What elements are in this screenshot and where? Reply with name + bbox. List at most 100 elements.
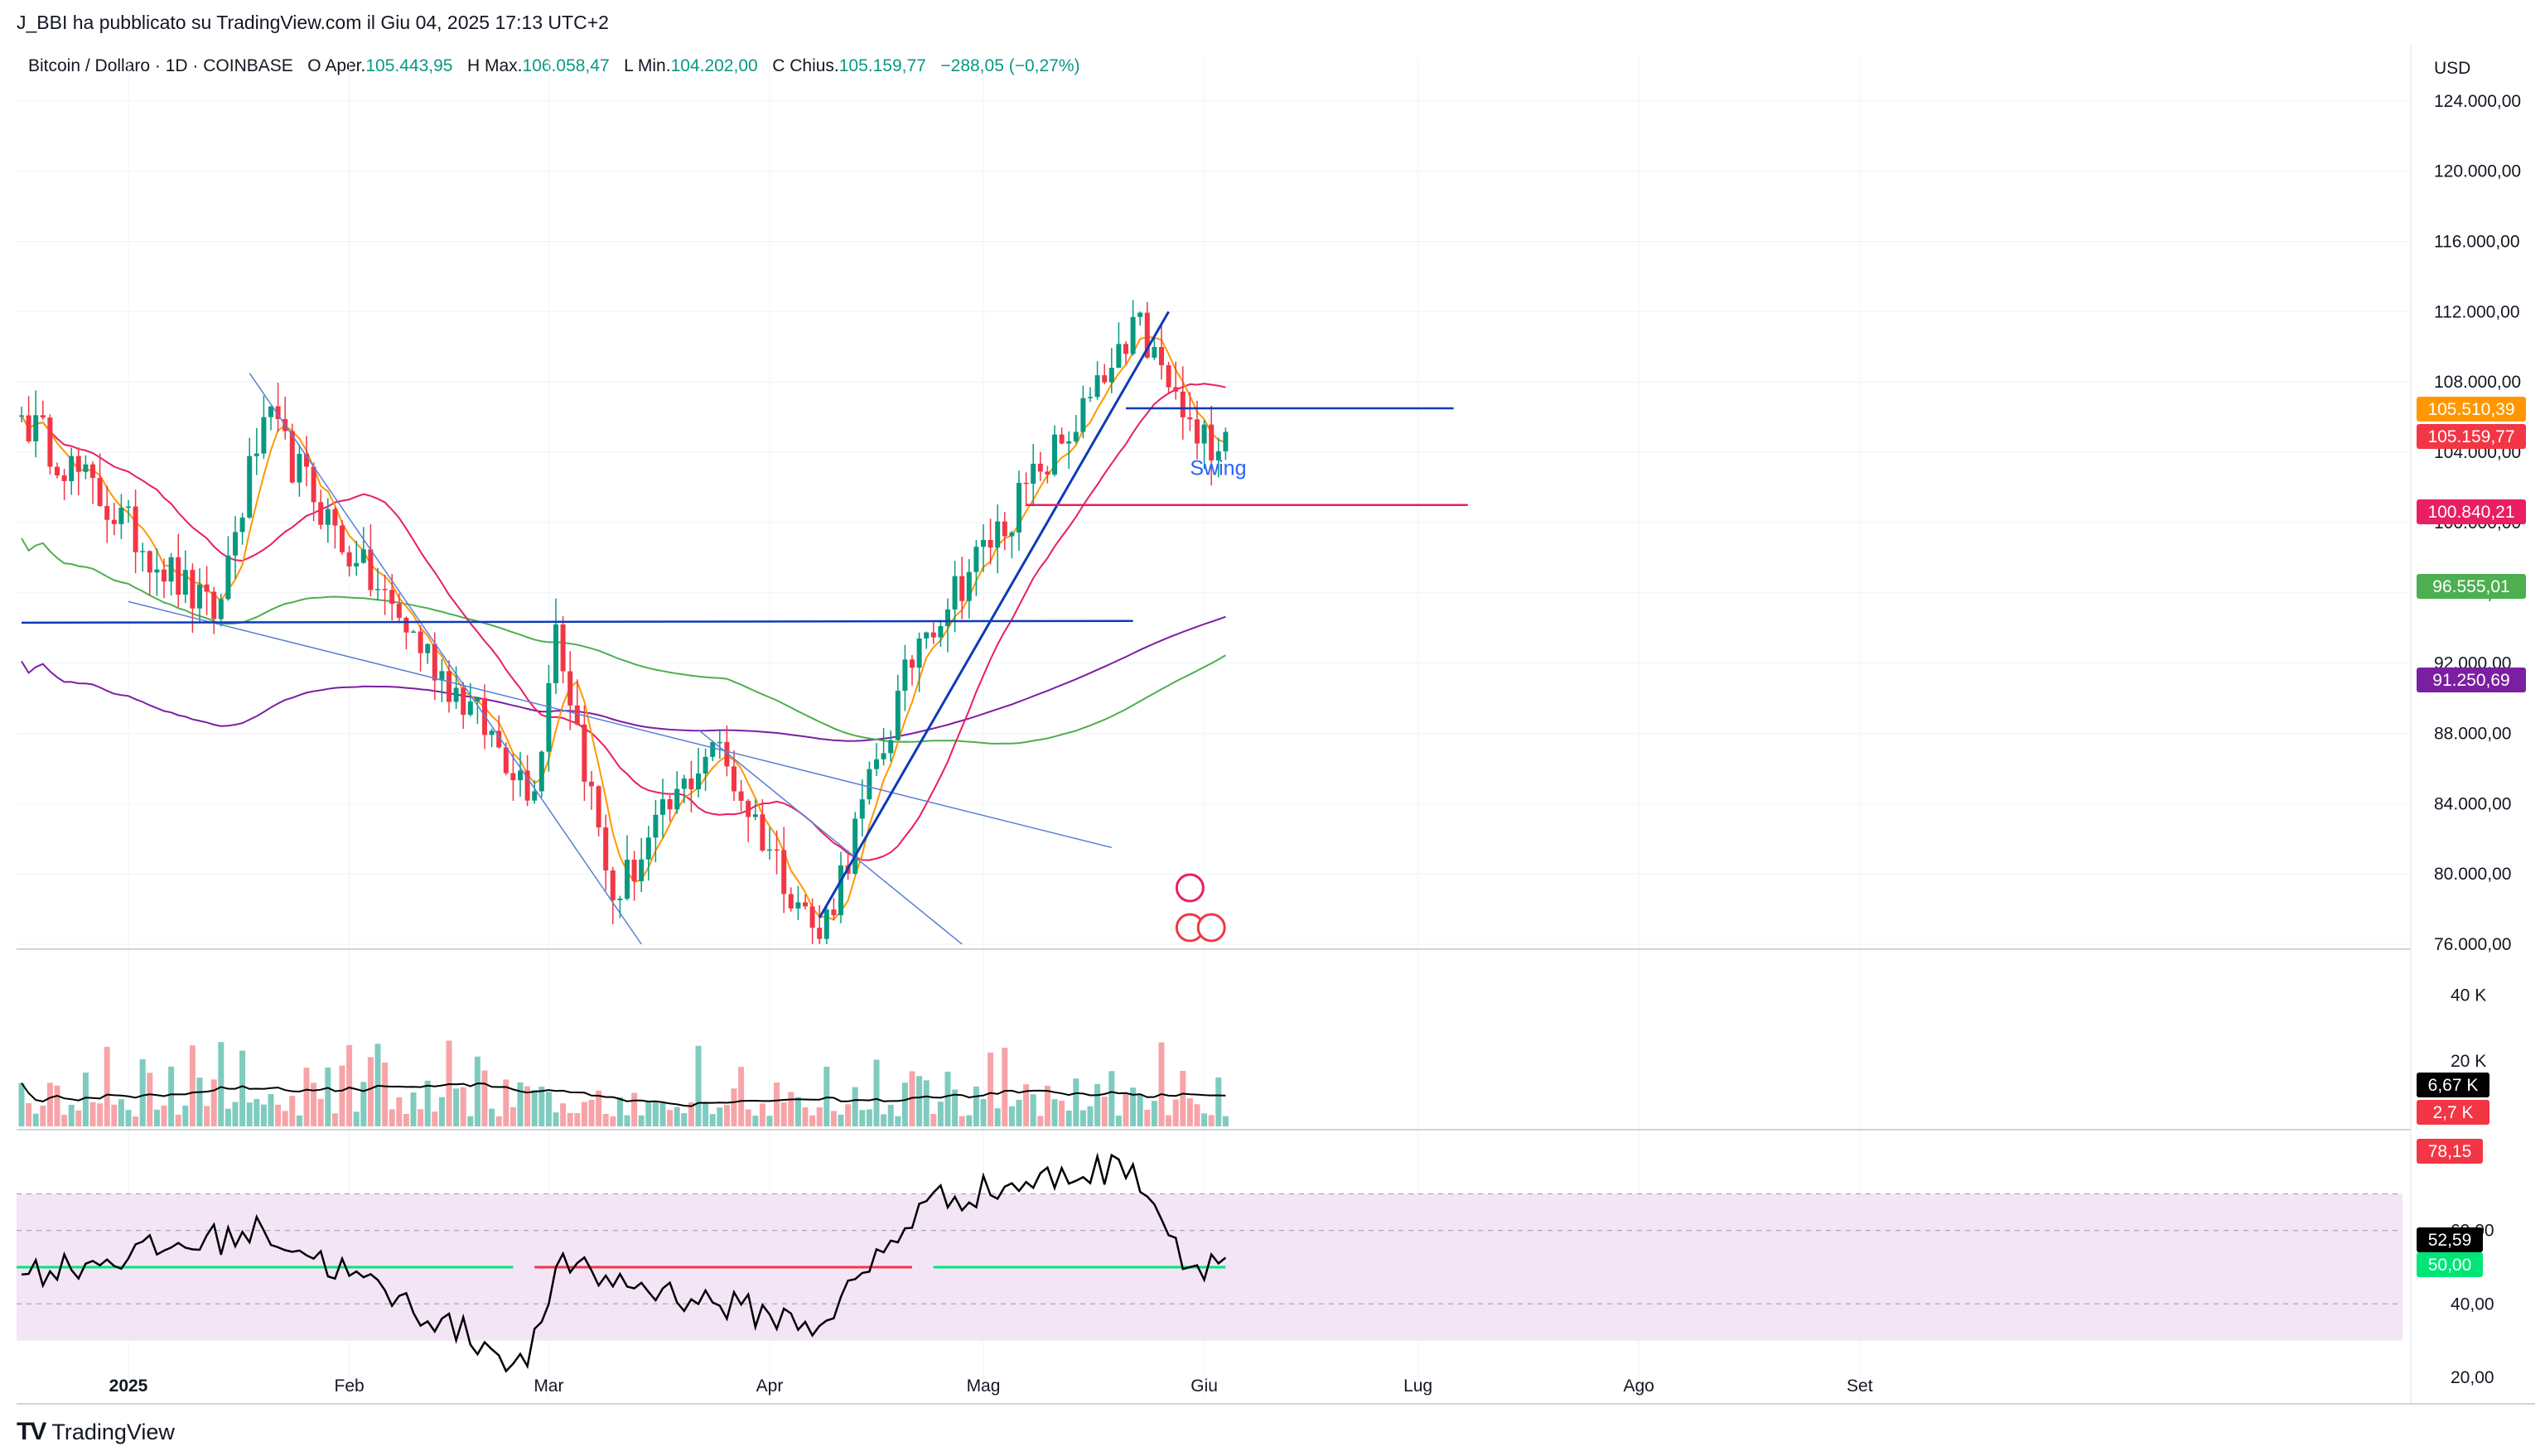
candle-body — [1045, 471, 1050, 475]
candle-body — [368, 549, 374, 591]
volume-bar — [61, 1115, 68, 1126]
candle-body — [354, 562, 360, 566]
volume-bar — [153, 1109, 160, 1126]
time-axis-label: Mag — [967, 1376, 1001, 1396]
candle-body — [168, 557, 174, 582]
rsi-axis-label: 40,00 — [2451, 1294, 2494, 1314]
candle-body — [902, 659, 908, 692]
close-label: C — [772, 56, 785, 75]
volume-bar — [838, 1114, 844, 1126]
candle-body — [1002, 521, 1007, 537]
volume-bar — [331, 1113, 338, 1126]
candle-body — [781, 850, 787, 894]
volume-bar — [403, 1113, 409, 1126]
candle-body — [625, 859, 630, 899]
volume-bar — [788, 1092, 794, 1126]
price-tag-label: 105.510,39 — [2427, 400, 2514, 419]
candle-body — [503, 747, 509, 774]
low-text: Min. — [637, 56, 671, 75]
tradingview-logo[interactable]: TV TradingView — [17, 1418, 175, 1446]
high-label: H — [466, 56, 481, 75]
volume-bar — [196, 1078, 203, 1126]
candle-body — [567, 671, 573, 706]
volume-bar — [1037, 1116, 1044, 1126]
volume-bar — [866, 1109, 872, 1126]
candle-body — [247, 456, 253, 518]
ohlc-legend: Bitcoin / Dollaro · 1D · COINBASE O Aper… — [28, 56, 1080, 76]
volume-bar — [40, 1106, 46, 1126]
candle-body — [332, 509, 338, 526]
volume-bar — [652, 1102, 659, 1126]
volume-bar — [802, 1107, 809, 1126]
candle-body — [631, 859, 637, 881]
volume-bar — [581, 1102, 587, 1126]
time-axis-label: Feb — [335, 1376, 365, 1396]
candle-body — [681, 779, 687, 789]
candle-body — [140, 551, 146, 552]
volume-bar — [916, 1076, 923, 1126]
change-value: −288,05 (−0,27%) — [940, 56, 1080, 75]
volume-bar — [68, 1104, 75, 1126]
volume-bar — [424, 1080, 431, 1126]
volume-bar — [1151, 1101, 1157, 1126]
candle-body — [1137, 312, 1143, 317]
candle-body — [1088, 397, 1093, 398]
volume-bar — [1123, 1093, 1129, 1126]
candle-body — [403, 617, 409, 633]
volume-bar — [82, 1073, 89, 1126]
volume-bar — [289, 1096, 296, 1126]
symbol-name[interactable]: Bitcoin / Dollaro · 1D · COINBASE — [28, 56, 293, 75]
volume-bar — [1166, 1115, 1172, 1126]
volume-bar — [268, 1093, 274, 1126]
volume-bar — [75, 1110, 82, 1126]
candle-body — [425, 644, 431, 653]
time-axis-label: Apr — [756, 1376, 784, 1396]
volume-bar — [1065, 1110, 1072, 1126]
volume-bar — [553, 1112, 559, 1126]
volume-bar — [296, 1115, 302, 1126]
volume-bar — [147, 1073, 153, 1126]
candle-body — [945, 609, 950, 627]
volume-bar — [631, 1092, 638, 1126]
candle-body — [667, 799, 673, 810]
volume-bar — [674, 1106, 680, 1126]
candle-body — [674, 788, 680, 810]
volume-bar — [353, 1111, 360, 1126]
volume-bar — [46, 1082, 53, 1126]
price-tag-label: 91.250,69 — [2432, 671, 2509, 690]
volume-bar — [538, 1087, 545, 1126]
volume-bar — [930, 1114, 937, 1126]
volume-bar — [1016, 1099, 1022, 1126]
candle-body — [774, 849, 780, 851]
volume-bar — [225, 1108, 231, 1126]
candle-body — [225, 555, 231, 600]
open-text: Aper. — [325, 56, 366, 75]
time-axis-label: Lug — [1403, 1376, 1432, 1396]
price-axis-label: 80.000,00 — [2434, 865, 2511, 884]
volume-bar — [616, 1097, 623, 1126]
volume-bar — [809, 1115, 816, 1126]
price-tag — [2417, 668, 2526, 692]
candle-body — [1037, 463, 1043, 472]
candle-body — [304, 454, 309, 467]
candle-body — [40, 415, 46, 418]
candle-body — [859, 799, 865, 819]
channel-line-upper — [249, 373, 642, 945]
candle-body — [126, 506, 131, 509]
candle-body — [738, 791, 744, 801]
rsi-axis-label: 20,00 — [2451, 1368, 2494, 1387]
candle-body — [261, 417, 267, 454]
volume-bar — [1215, 1077, 1222, 1126]
volume-bar — [1094, 1083, 1101, 1126]
candle-body — [988, 539, 993, 548]
support-line — [21, 620, 1133, 624]
volume-bar — [311, 1082, 317, 1126]
volume-tag — [2417, 1073, 2489, 1097]
candle-body — [532, 791, 538, 801]
price-tag-label: 96.555,01 — [2432, 577, 2509, 596]
rsi-tag — [2417, 1252, 2483, 1277]
rsi-tag — [2417, 1139, 2483, 1164]
candle-body — [952, 576, 958, 610]
volume-bar — [994, 1108, 1001, 1126]
